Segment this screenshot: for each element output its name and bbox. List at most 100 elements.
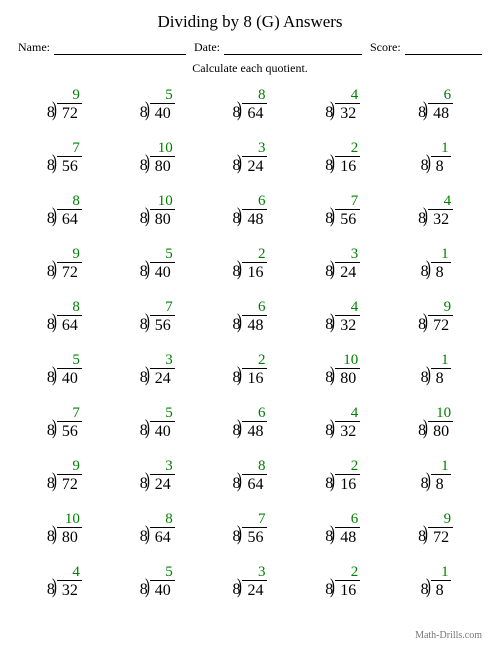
dividend: 48 [242, 209, 267, 229]
dividend: 32 [335, 315, 360, 335]
long-division-bracket: 18 [431, 580, 451, 600]
division-problem: 8648 [389, 86, 482, 139]
dividend: 64 [242, 103, 267, 123]
long-division-bracket: 864 [150, 527, 175, 547]
division-problem: 8756 [18, 404, 111, 457]
division-problem: 8432 [389, 192, 482, 245]
quotient: 4 [444, 193, 452, 210]
name-blank[interactable] [54, 42, 186, 55]
quotient: 6 [258, 299, 266, 316]
quotient: 3 [258, 564, 266, 581]
long-division-bracket: 1080 [57, 527, 82, 547]
quotient: 5 [165, 246, 173, 263]
quotient: 5 [165, 405, 173, 422]
quotient: 8 [165, 511, 173, 528]
division-problem: 8216 [296, 457, 389, 510]
date-blank[interactable] [224, 42, 362, 55]
dividend: 48 [428, 103, 453, 123]
long-division-bracket: 648 [242, 421, 267, 441]
quotient: 10 [436, 405, 451, 422]
division-problem: 8972 [389, 298, 482, 351]
quotient: 5 [165, 87, 173, 104]
dividend: 8 [431, 156, 451, 176]
long-division-bracket: 1080 [150, 209, 175, 229]
dividend: 8 [431, 262, 451, 282]
long-division-bracket: 756 [335, 209, 360, 229]
quotient: 2 [258, 246, 266, 263]
problem-grid: 8972854088648432864887568108083248216818… [18, 86, 482, 616]
long-division-bracket: 756 [57, 156, 82, 176]
dividend: 56 [335, 209, 360, 229]
division-problem: 8648 [204, 298, 297, 351]
division-problem: 8864 [204, 86, 297, 139]
dividend: 40 [150, 262, 175, 282]
dividend: 80 [428, 421, 453, 441]
division-problem: 8324 [111, 457, 204, 510]
dividend: 64 [242, 474, 267, 494]
division-problem: 8324 [111, 351, 204, 404]
dividend: 32 [335, 421, 360, 441]
long-division-bracket: 864 [242, 103, 267, 123]
quotient: 3 [165, 458, 173, 475]
division-problem: 8324 [204, 563, 297, 616]
quotient: 10 [65, 511, 80, 528]
dividend: 16 [335, 474, 360, 494]
division-problem: 818 [389, 139, 482, 192]
quotient: 7 [351, 193, 359, 210]
dividend: 56 [57, 156, 82, 176]
long-division-bracket: 648 [242, 315, 267, 335]
quotient: 9 [444, 299, 452, 316]
division-problem: 8540 [111, 245, 204, 298]
long-division-bracket: 540 [150, 103, 175, 123]
dividend: 56 [150, 315, 175, 335]
division-problem: 8540 [111, 404, 204, 457]
quotient: 10 [158, 193, 173, 210]
dividend: 16 [242, 368, 267, 388]
division-problem: 8216 [204, 245, 297, 298]
score-label: Score: [370, 40, 401, 55]
division-problem: 8648 [296, 510, 389, 563]
division-problem: 8540 [111, 86, 204, 139]
quotient: 3 [258, 140, 266, 157]
division-problem: 8216 [296, 139, 389, 192]
long-division-bracket: 432 [335, 315, 360, 335]
quotient: 7 [258, 511, 266, 528]
quotient: 6 [351, 511, 359, 528]
long-division-bracket: 648 [428, 103, 453, 123]
dividend: 16 [335, 580, 360, 600]
division-problem: 8540 [111, 563, 204, 616]
dividend: 80 [150, 209, 175, 229]
dividend: 24 [335, 262, 360, 282]
long-division-bracket: 972 [428, 315, 453, 335]
division-problem: 8324 [296, 245, 389, 298]
long-division-bracket: 756 [150, 315, 175, 335]
long-division-bracket: 1080 [150, 156, 175, 176]
division-problem: 8864 [18, 298, 111, 351]
long-division-bracket: 972 [57, 103, 82, 123]
quotient: 6 [258, 405, 266, 422]
dividend: 24 [150, 474, 175, 494]
quotient: 8 [258, 458, 266, 475]
quotient: 6 [258, 193, 266, 210]
quotient: 4 [351, 299, 359, 316]
dividend: 32 [57, 580, 82, 600]
division-problem: 8756 [296, 192, 389, 245]
division-problem: 8972 [18, 245, 111, 298]
date-label: Date: [194, 40, 220, 55]
dividend: 16 [335, 156, 360, 176]
long-division-bracket: 648 [335, 527, 360, 547]
division-problem: 8432 [296, 86, 389, 139]
dividend: 40 [150, 103, 175, 123]
score-blank[interactable] [405, 42, 482, 55]
quotient: 10 [158, 140, 173, 157]
division-problem: 81080 [389, 404, 482, 457]
quotient: 2 [258, 352, 266, 369]
division-problem: 8864 [111, 510, 204, 563]
long-division-bracket: 972 [57, 474, 82, 494]
division-problem: 81080 [111, 139, 204, 192]
dividend: 64 [150, 527, 175, 547]
dividend: 40 [150, 580, 175, 600]
quotient: 1 [441, 140, 449, 157]
dividend: 72 [428, 315, 453, 335]
division-problem: 8432 [296, 298, 389, 351]
